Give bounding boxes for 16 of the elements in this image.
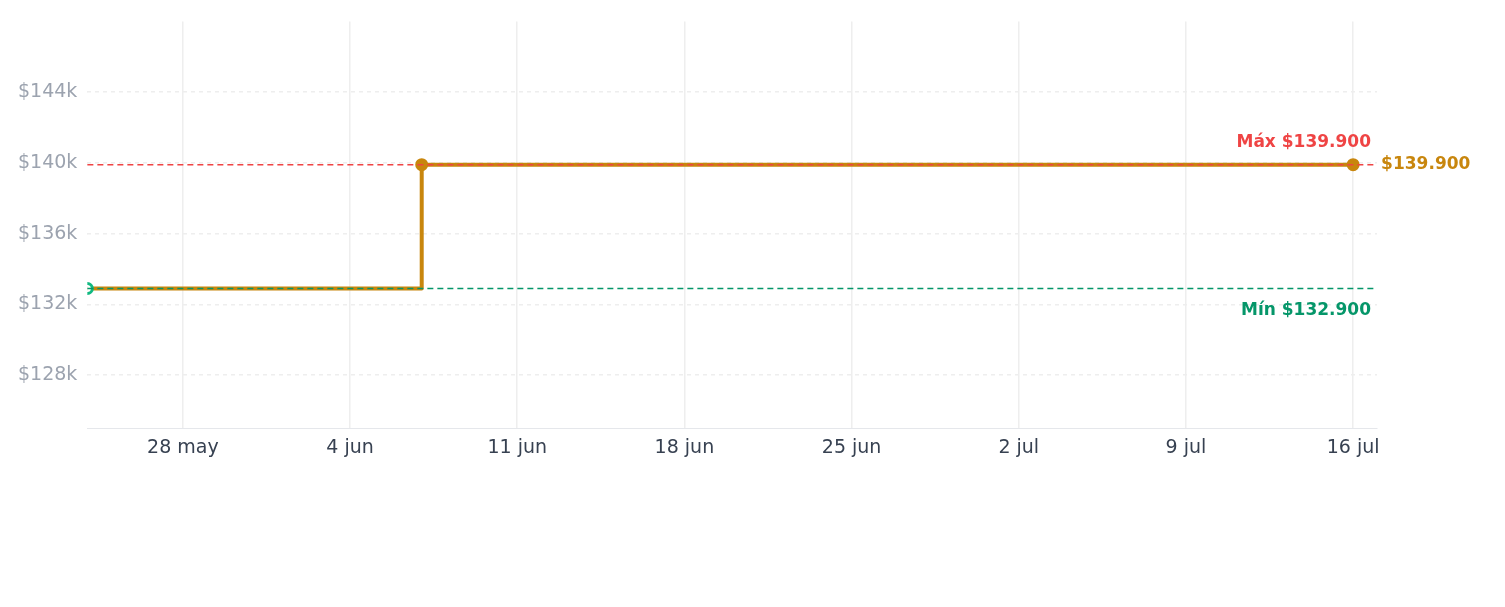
y-tick-label: $128k (18, 362, 78, 385)
ref-line-label: Máx $139.900 (1236, 130, 1372, 151)
x-tick-label: 11 jun (487, 434, 548, 457)
data-label: $139.900 (1381, 153, 1471, 174)
x-tick-label: 18 jun (654, 434, 715, 457)
x-tick-label: 4 jun (326, 434, 374, 457)
ref-line-label: Mín $132.900 (1240, 299, 1372, 320)
y-tick-label: $144k (18, 79, 78, 102)
x-tick-label: 28 may (147, 434, 219, 457)
x-tick-label: 9 jul (1165, 434, 1207, 457)
x-tick-label: 25 jun (821, 434, 882, 457)
x-tick-label: 2 jul (998, 434, 1040, 457)
y-tick-label: $136k (18, 220, 78, 243)
y-tick-label: $132k (18, 291, 78, 314)
y-tick-label: $140k (18, 149, 78, 172)
x-tick-label: 16 jul (1326, 434, 1380, 457)
